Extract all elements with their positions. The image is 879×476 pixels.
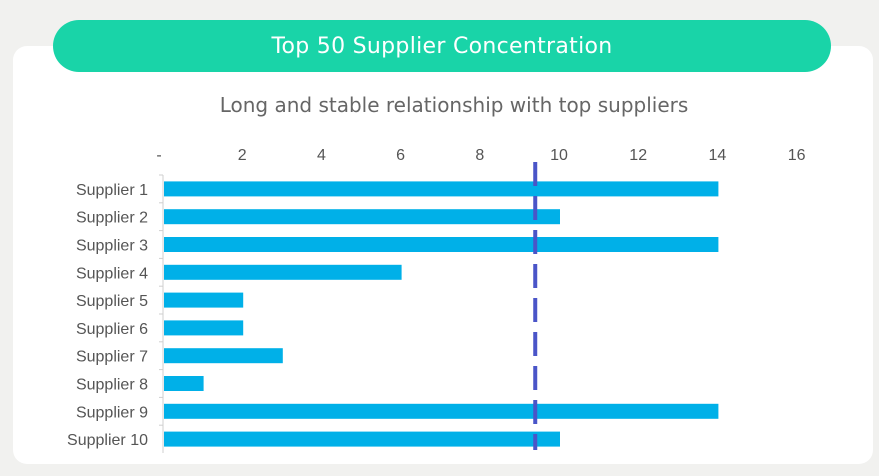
x-tick-label: 8 bbox=[475, 147, 484, 164]
category-label: Supplier 7 bbox=[76, 349, 148, 366]
category-label: Supplier 1 bbox=[76, 182, 148, 199]
bar bbox=[164, 264, 402, 280]
category-label: Supplier 3 bbox=[76, 238, 148, 255]
category-label: Supplier 6 bbox=[76, 321, 148, 338]
bar bbox=[164, 431, 560, 447]
category-label: Supplier 8 bbox=[76, 377, 148, 394]
category-label: Supplier 9 bbox=[76, 404, 148, 421]
bar bbox=[164, 376, 204, 391]
x-tick-label: - bbox=[156, 147, 161, 164]
bar bbox=[164, 237, 719, 252]
x-tick-label: 2 bbox=[238, 147, 247, 164]
category-label: Supplier 4 bbox=[76, 265, 148, 282]
page-title: Top 50 Supplier Concentration bbox=[53, 20, 831, 72]
x-tick-label: 12 bbox=[629, 147, 647, 164]
bar bbox=[164, 348, 283, 364]
category-label: Supplier 5 bbox=[76, 293, 148, 310]
x-tick-label: 16 bbox=[788, 147, 806, 164]
bar bbox=[164, 181, 719, 197]
bar bbox=[164, 209, 560, 225]
category-label: Supplier 2 bbox=[76, 210, 148, 227]
x-tick-label: 6 bbox=[396, 147, 405, 164]
chart-card bbox=[13, 46, 873, 464]
bar bbox=[164, 320, 244, 336]
bar bbox=[164, 403, 719, 419]
x-tick-label: 4 bbox=[317, 147, 326, 164]
category-label: Supplier 10 bbox=[67, 432, 148, 449]
bar bbox=[164, 292, 244, 308]
x-tick-label: 10 bbox=[550, 147, 568, 164]
chart-subtitle: Long and stable relationship with top su… bbox=[219, 93, 689, 117]
x-tick-label: 14 bbox=[709, 147, 727, 164]
